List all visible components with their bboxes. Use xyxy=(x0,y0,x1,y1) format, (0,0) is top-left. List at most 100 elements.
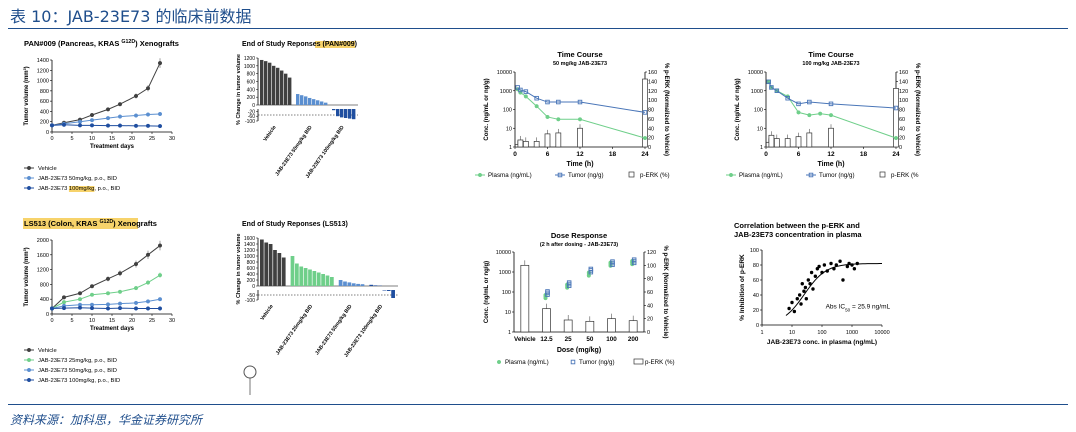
data-point xyxy=(133,123,139,128)
waterfall-bar xyxy=(264,61,268,105)
data-point xyxy=(105,276,111,281)
y-tick-label: 800 xyxy=(247,72,256,78)
x-tick-label: 10 xyxy=(789,330,795,336)
x-axis-label: Treatment days xyxy=(90,144,135,150)
waterfall-bar xyxy=(316,100,320,105)
x-tick-label: 0 xyxy=(50,136,53,142)
data-point xyxy=(807,99,812,105)
data-point xyxy=(77,305,83,310)
y-tick-label: 0 xyxy=(756,323,759,329)
scatter-point xyxy=(803,285,808,290)
x-tick-label: 20 xyxy=(129,136,135,142)
y-tick-label: 10 xyxy=(505,310,511,316)
waterfall-bar xyxy=(391,290,395,298)
legend-label: JAB-23E73 50mg/kg, p.o., BID xyxy=(38,368,117,374)
y2-tick-label: 100 xyxy=(647,263,656,269)
data-point xyxy=(61,122,67,127)
y-axis-label: % Inhibition of p-ERK xyxy=(739,254,746,321)
waterfall-bar xyxy=(351,283,356,286)
y-axis-label: Tumor volume (mm³) xyxy=(23,247,30,306)
perk-bar xyxy=(784,138,791,148)
chart-subtitle: 100 mg/kg JAB-23E73 xyxy=(802,61,859,67)
chart-subtitle: 50 mg/kg JAB-23E73 xyxy=(553,61,607,67)
data-point xyxy=(631,257,637,262)
waterfall-bar xyxy=(312,99,316,105)
waterfall-bar xyxy=(260,239,264,286)
perk-bar xyxy=(555,132,562,148)
data-point xyxy=(828,101,834,107)
data-point xyxy=(523,89,529,94)
y2-tick-label: 120 xyxy=(899,89,908,95)
y-tick-label: 1000 xyxy=(244,64,255,70)
data-point xyxy=(117,114,123,119)
data-point xyxy=(105,291,111,296)
y-tick-label: 600 xyxy=(40,99,49,105)
scatter-point xyxy=(795,297,799,301)
series-line xyxy=(51,113,161,126)
data-point xyxy=(117,301,123,306)
data-point xyxy=(89,302,95,307)
waterfall-bar xyxy=(336,109,340,117)
data-point xyxy=(49,123,55,128)
legend-marker xyxy=(477,172,483,178)
data-point xyxy=(785,95,790,101)
y-axis-label: Conc. (ng/mL or ng/g) xyxy=(484,261,490,323)
x-tick-label: 20 xyxy=(129,318,135,324)
y-tick-label: 400 xyxy=(40,109,49,115)
waterfall-bar xyxy=(352,109,356,120)
x-axis-label: Time (h) xyxy=(817,161,844,168)
y2-tick-label: 80 xyxy=(899,108,905,114)
y-axis-label: Conc. (ng/mL or ng/g) xyxy=(484,78,490,140)
y-axis-label: % Change in tumor volume xyxy=(236,54,242,125)
x-tick-label: 10 xyxy=(89,136,95,142)
waterfall-bar xyxy=(280,70,284,105)
data-point xyxy=(77,119,83,124)
legend-label: JAB-23E73 50mg/kg, p.o., BID xyxy=(38,176,117,182)
y-tick-label: 10 xyxy=(506,126,512,132)
data-point xyxy=(828,113,834,118)
data-point xyxy=(105,123,111,128)
x-axis-label: Treatment days xyxy=(90,326,135,332)
data-point xyxy=(133,300,139,305)
legend-label: JAB-23E73 100mg/kg, p.o., BID xyxy=(38,186,120,192)
perk-bar xyxy=(522,141,529,148)
data-point xyxy=(796,101,801,107)
legend-highlight xyxy=(68,186,95,192)
data-point xyxy=(577,99,583,105)
x-tick-label: 50 xyxy=(586,336,594,343)
data-point xyxy=(133,306,139,311)
data-point xyxy=(642,136,648,141)
chart-title-line2: JAB-23E73 concentration in plasma xyxy=(734,230,862,239)
x-tick-label: 24 xyxy=(892,151,900,158)
x-group-label: JAB-23E73 100mg/kg BID xyxy=(305,125,346,180)
data-point xyxy=(893,136,899,141)
data-point xyxy=(545,99,550,105)
waterfall-bar xyxy=(290,256,295,286)
waterfall-bar xyxy=(268,62,272,105)
x-tick-label: 0 xyxy=(50,318,53,324)
y-tick-label: 1400 xyxy=(244,242,255,248)
perk-bar xyxy=(517,139,524,148)
x-tick-label: 1 xyxy=(760,330,763,336)
x-tick-label: 0 xyxy=(764,151,768,158)
waterfall-bar xyxy=(316,272,321,286)
perk-bar xyxy=(542,308,551,333)
y-tick-label: -20 xyxy=(248,109,255,115)
y-tick-label: 100 xyxy=(754,108,763,114)
data-point xyxy=(133,262,139,267)
scatter-point xyxy=(834,263,839,267)
data-point xyxy=(807,113,812,118)
perk-bar xyxy=(806,132,813,148)
y-tick-label: 10000 xyxy=(496,250,511,256)
y-tick-label: 20 xyxy=(753,308,759,314)
perk-bar xyxy=(795,136,802,148)
waterfall-bar xyxy=(338,280,343,286)
waterfall-bar xyxy=(321,274,325,286)
y-tick-label: 0 xyxy=(252,103,255,109)
data-point xyxy=(133,113,139,118)
scatter-point xyxy=(806,278,811,282)
y2-tick-label: 100 xyxy=(648,98,657,104)
scatter-point xyxy=(809,270,814,275)
data-point xyxy=(117,289,123,294)
